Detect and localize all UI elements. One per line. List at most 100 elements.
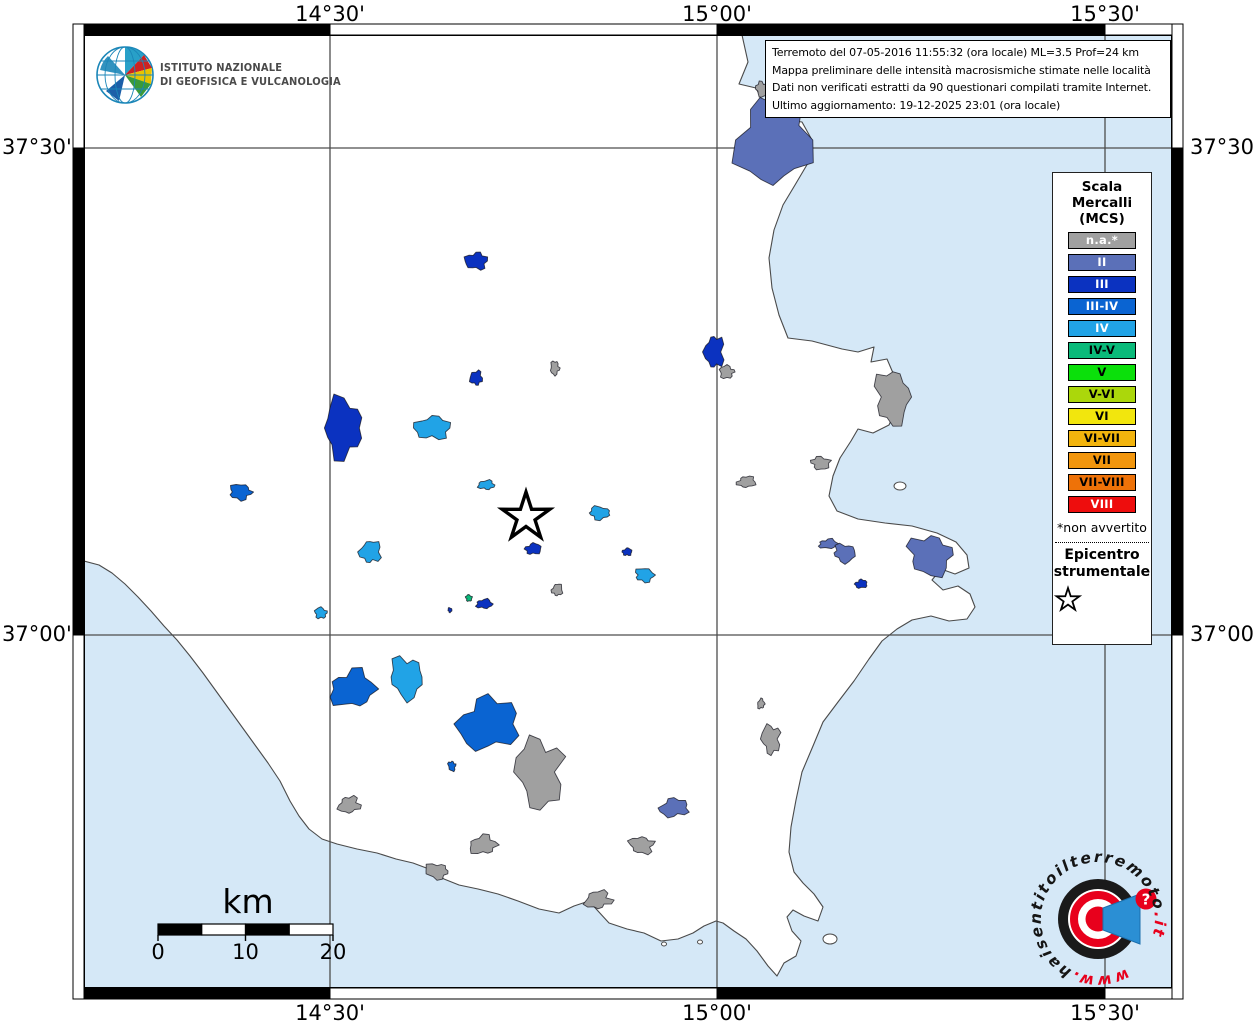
island [697,939,703,945]
frame-segment-bottom [329,987,718,1000]
locality-intensity-na [735,475,757,488]
scale-bar-tick-label: 10 [232,940,259,964]
scale-bar [157,923,334,941]
locality-intensity-na [809,455,832,471]
lat-label-left: 37°00' [2,622,72,646]
legend-title-line1: Scala [1081,179,1123,195]
locality-intensity-na [626,836,656,856]
megaphone-icon [1102,893,1141,945]
locality-intensity-na [873,371,913,427]
legend-title-line3: (MCS) [1079,211,1125,227]
locality-intensity-IV [390,655,423,704]
ingv-name-line2: DI GEOFISICA E VULCANOLOGIA [160,75,341,88]
svg-text:?: ? [1142,891,1151,909]
legend-item-VIII: VIII [1068,496,1136,513]
legend-panel: Scala Mercalli (MCS) n.a.* II III III-IV IV I… [1052,172,1152,645]
island [893,481,907,491]
legend-item-III: III [1068,276,1136,293]
island [661,941,667,947]
lon-label-top: 14°30' [295,2,365,26]
legend-item-VII: VII [1068,452,1136,469]
locality-intensity-II [833,542,856,565]
legend-divider [1055,542,1149,543]
locality-intensity-na [550,583,564,597]
epicenter-star [496,486,556,542]
ingv-logo [94,44,156,106]
locality-intensity-III [523,542,542,555]
locality-intensity-na [469,833,500,854]
locality-intensity-na [513,734,567,811]
lon-label-bottom: 15°30' [1070,1001,1140,1024]
locality-intensity-III [463,251,489,271]
frame-segment-left [72,147,85,636]
scale-bar-unit-label: km [222,882,274,921]
legend-scale: n.a.* II III III-IV IV IV-V V V-VI VI VI-VII VII VI… [1053,232,1151,513]
locality-intensity-IV [635,568,656,584]
frame-segment-left [72,634,85,1000]
legend-item-IIIIV: III-IV [1068,298,1136,315]
locality-intensity-na [759,723,782,757]
lat-label-right: 37°30' [1190,135,1254,159]
locality-intensity-III [702,336,725,368]
legend-epicenter-line2: strumentale [1053,564,1151,580]
frame-segment-right [1171,147,1184,636]
scale-bar-segment [201,923,247,936]
lon-label-top: 15°30' [1070,2,1140,26]
info-line-updated: Ultimo aggiornamento: 19-12-2025 23:01 (… [772,98,1061,112]
locality-intensity-IV [413,415,452,441]
frame-segment-bottom [72,987,331,1000]
earthquake-info-box: Terremoto del 07-05-2016 11:55:32 (ora l… [765,40,1171,118]
legend-epicenter-line1: Epicentro [1064,547,1140,563]
legend-epicenter-label: Epicentro strumentale [1053,547,1151,581]
locality-intensity-IV [476,479,496,491]
locality-intensity-na [757,697,766,710]
lon-label-bottom: 14°30' [295,1001,365,1024]
locality-intensity-na [425,863,449,881]
frame-segment-top [716,23,1106,36]
legend-footnote: *non avvertito [1057,520,1147,535]
locality-intensity-IV [588,505,611,522]
legend-item-na: n.a.* [1068,232,1136,249]
locality-intensity-IVV [464,594,473,602]
scale-bar-tick-label: 0 [151,940,165,964]
scale-bar-tick-label: 20 [319,940,347,964]
ingv-name: ISTITUTO NAZIONALE DI GEOFISICA E VULCAN… [160,61,341,89]
ingv-name-line1: ISTITUTO NAZIONALE [160,61,283,74]
legend-item-II: II [1068,254,1136,271]
locality-intensity-na [582,889,615,910]
locality-intensity-II [905,535,954,579]
frame-segment-right [1171,23,1184,149]
locality-intensity-II [657,797,690,819]
legend-item-V: V [1068,364,1136,381]
scale-bar-segment [244,923,290,936]
locality-intensity-III [474,597,494,610]
locality-intensity-na [336,794,362,814]
locality-intensity-na [718,364,736,380]
info-line-map-type: Mappa preliminare delle intensità macros… [772,63,1151,77]
info-line-questionnaires: Dati non verificati estratti da 90 quest… [772,81,1152,94]
lat-label-left: 37°30' [2,135,72,159]
legend-star-glyph [1053,585,1083,613]
locality-intensity-IIIIV [447,760,457,773]
legend-item-VIIVIII: VII-VIII [1068,474,1136,491]
terremoto-logo: ? www.haisentitoilterremoto .it [1027,848,1167,991]
legend-epicenter-star-icon [1053,585,1083,613]
locality-intensity-IV [313,606,328,620]
map-area [84,35,1172,988]
ingv-globe-icon [96,46,154,104]
question-mark-icon: ? [1135,888,1157,910]
legend-item-VVI: V-VI [1068,386,1136,403]
lon-label-bottom: 15°00' [682,1001,752,1024]
locality-intensity-na [549,360,561,377]
scale-bar-segment [288,923,334,936]
locality-intensity-III [468,369,483,386]
frame-segment-top [329,23,718,36]
lat-label-right: 37°00' [1190,622,1254,646]
legend-title-line2: Mercalli [1071,195,1133,211]
locality-intensity-III [853,578,868,589]
info-line-event: Terremoto del 07-05-2016 11:55:32 (ora l… [772,46,1139,59]
locality-intensity-III [447,606,453,614]
locality-intensity-III [621,547,633,557]
locality-intensity-III [323,393,363,462]
